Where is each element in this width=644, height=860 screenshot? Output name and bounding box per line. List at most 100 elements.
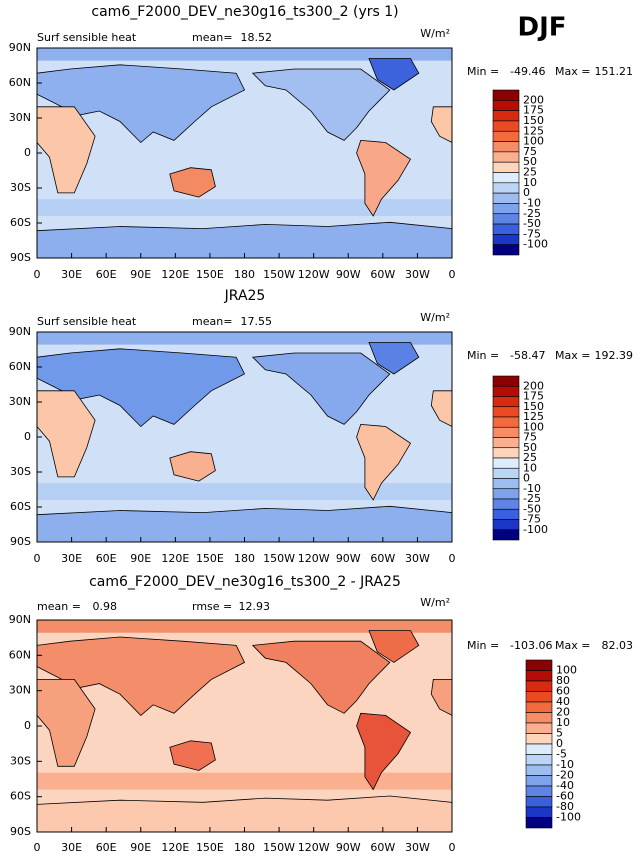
map-samerica (356, 712, 412, 791)
max-value: 151.21 (595, 65, 634, 78)
colorbar-box (492, 203, 520, 215)
lat-label: 90S (10, 825, 31, 838)
colorbar-label: 175 (523, 390, 544, 403)
colorbar-label: -10 (523, 196, 541, 209)
colorbar-box (492, 385, 520, 397)
colorbar-box (492, 519, 520, 531)
colorbar-box (492, 234, 520, 245)
colorbar-box (525, 806, 553, 818)
rmse-value: 12.93 (239, 600, 271, 613)
colorbar-box (525, 775, 553, 787)
map-southern-band (37, 772, 452, 790)
colorbar-box (492, 151, 520, 163)
colorbar-label: 60 (556, 685, 570, 698)
max-label: Max = (555, 65, 590, 78)
colorbar-label: 5 (556, 727, 563, 740)
variable-label: Surf sensible heat (37, 31, 137, 44)
mean-label: mean = (37, 600, 81, 613)
colorbar-label: 150 (523, 114, 544, 127)
colorbar-box (492, 141, 520, 153)
colorbar-box (492, 467, 520, 479)
colorbar-label: 25 (523, 166, 537, 179)
colorbar-box (492, 244, 520, 256)
map-greenland (368, 342, 420, 375)
map-greenland (368, 630, 420, 663)
lat-label: 0 (24, 719, 31, 732)
colorbar-box (492, 488, 520, 500)
mean-value: 17.55 (241, 315, 273, 328)
colorbar-label: 125 (523, 410, 544, 423)
colorbar-label: -60 (556, 790, 574, 803)
colorbar-box (492, 416, 520, 428)
colorbar-label: 0 (556, 737, 563, 750)
rmse-label: rmse = (192, 600, 232, 613)
colorbar-box (525, 701, 553, 713)
map-arctic (37, 620, 452, 633)
min-label: Min = (467, 639, 499, 652)
colorbar-label: -80 (556, 800, 574, 813)
lon-label: 0 (449, 841, 456, 854)
map-australia (169, 451, 216, 482)
variable-label: Surf sensible heat (37, 315, 137, 328)
lat-label: 60S (10, 216, 31, 229)
colorbar-box (492, 437, 520, 449)
colorbar-box (525, 785, 553, 797)
lon-label: 0 (34, 268, 41, 281)
colorbar-label: -20 (556, 769, 574, 782)
lon-label: 0 (449, 268, 456, 281)
map-africaW (430, 106, 453, 144)
mean-label: mean= (192, 31, 232, 44)
lon-label: 150W (263, 268, 295, 281)
colorbar-label: 0 (523, 186, 530, 199)
colorbar-label: 80 (556, 674, 570, 687)
colorbar-box (492, 529, 520, 541)
lat-label: 30S (10, 181, 31, 194)
colorbar-box (525, 796, 553, 808)
map-africa (36, 390, 96, 478)
lon-label: 60W (370, 841, 395, 854)
colorbar-label: 20 (556, 706, 570, 719)
units-label: W/m² (420, 27, 450, 40)
colorbar-box (492, 426, 520, 438)
colorbar-box (525, 743, 553, 755)
lon-label: 180 (234, 268, 255, 281)
colorbar-box (492, 172, 520, 184)
colorbar-box (525, 733, 553, 745)
lat-label: 90S (10, 535, 31, 548)
colorbar-label: 125 (523, 124, 544, 137)
colorbar-label: 100 (523, 420, 544, 433)
colorbar-box (492, 161, 520, 173)
lon-label: 120E (161, 841, 189, 854)
colorbar-label: -10 (523, 482, 541, 495)
lon-label: 90E (130, 268, 151, 281)
colorbar-label: 175 (523, 104, 544, 117)
colorbar-box (492, 130, 520, 142)
min-label: Min = (467, 349, 499, 362)
colorbar-label: -5 (556, 748, 567, 761)
map-antarctica (36, 505, 453, 543)
lon-label: 150E (196, 268, 224, 281)
lon-label: 150W (263, 552, 295, 565)
colorbar-label: -75 (523, 513, 541, 526)
lat-label: 60S (10, 790, 31, 803)
lon-label: 90W (336, 552, 361, 565)
min-value: -49.46 (510, 65, 545, 78)
colorbar-box (492, 182, 520, 194)
lon-label: 120E (161, 552, 189, 565)
lon-label: 90W (336, 841, 361, 854)
lon-label: 120W (298, 841, 330, 854)
lon-label: 0 (34, 552, 41, 565)
units-label: W/m² (420, 311, 450, 324)
colorbar-label: -100 (523, 523, 548, 536)
map-africaW (430, 390, 453, 428)
lat-label: 60N (9, 648, 31, 661)
map-antarctica (36, 221, 453, 259)
lat-label: 30S (10, 465, 31, 478)
map-arctic (37, 332, 452, 345)
colorbar-label: 40 (556, 695, 570, 708)
colorbar-box (525, 712, 553, 724)
lat-label: 60S (10, 500, 31, 513)
lon-label: 150E (196, 841, 224, 854)
colorbar-label: -50 (523, 502, 541, 515)
colorbar-label: 10 (523, 176, 537, 189)
